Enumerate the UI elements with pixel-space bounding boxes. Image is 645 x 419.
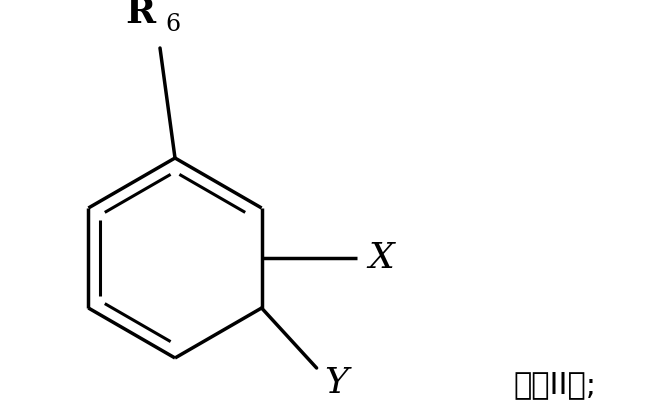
- Text: Y: Y: [324, 366, 348, 400]
- Text: X: X: [368, 241, 394, 275]
- Text: 6: 6: [165, 13, 180, 36]
- Text: 式（II）;: 式（II）;: [513, 370, 597, 399]
- Text: R: R: [125, 0, 155, 30]
